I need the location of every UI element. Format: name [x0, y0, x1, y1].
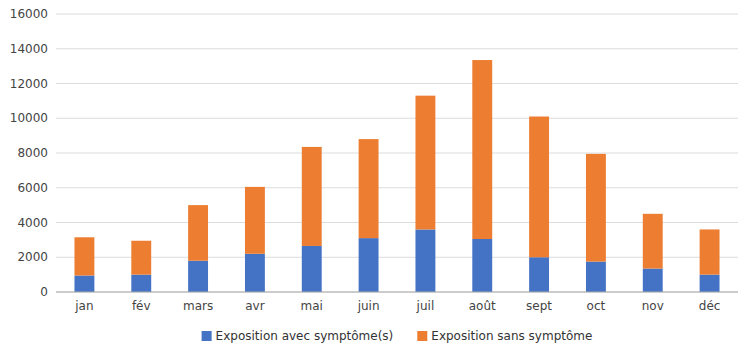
bar [415, 229, 435, 292]
legend: Exposition avec symptôme(s) Exposition sa… [202, 329, 593, 343]
y-tick-label: 2000 [17, 250, 48, 264]
grid-line [56, 14, 738, 15]
grid-line [56, 118, 738, 119]
x-tick-label: fév [132, 299, 151, 313]
grid [56, 14, 738, 292]
bar [643, 214, 663, 269]
y-tick-label: 0 [40, 285, 48, 299]
legend-swatch [202, 331, 212, 341]
bar [586, 154, 606, 262]
bar [245, 254, 265, 292]
x-tick-label: oct [587, 299, 606, 313]
bars [74, 60, 719, 292]
bar [188, 205, 208, 261]
grid-line [56, 222, 738, 223]
legend-label: Exposition avec symptôme(s) [216, 329, 394, 343]
legend-swatch [417, 331, 427, 341]
bar [415, 96, 435, 230]
y-tick-label: 14000 [10, 42, 48, 56]
bar [359, 139, 379, 238]
x-tick-label: déc [699, 299, 721, 313]
y-tick-label: 4000 [17, 216, 48, 230]
chart: 0 2000 4000 6000 8000 10000 12000 14000 16000 jan… [0, 0, 754, 362]
grid-line [56, 83, 738, 84]
bar [472, 239, 492, 292]
y-tick-label: 12000 [10, 77, 48, 91]
bar [74, 275, 94, 292]
bar [529, 117, 549, 258]
x-axis-line [56, 292, 738, 293]
legend-label: Exposition sans symptôme [431, 329, 592, 343]
y-tick-label: 8000 [17, 146, 48, 160]
bar [131, 275, 151, 292]
grid-line [56, 187, 738, 188]
grid-line [56, 48, 738, 49]
x-tick-label: août [469, 299, 496, 313]
bar [245, 187, 265, 254]
bar [188, 261, 208, 292]
bar [472, 60, 492, 239]
x-tick-label: mai [301, 299, 323, 313]
x-tick-label: nov [642, 299, 664, 313]
x-tick-label: jan [74, 299, 93, 313]
bar [700, 275, 720, 292]
grid-line [56, 257, 738, 258]
y-tick-label: 10000 [10, 111, 48, 125]
bar [643, 269, 663, 292]
bar [586, 262, 606, 292]
grid-line [56, 153, 738, 154]
bar [359, 238, 379, 292]
x-tick-label: sept [526, 299, 552, 313]
x-tick-label: avr [245, 299, 264, 313]
bar [302, 246, 322, 292]
x-tick-label: juil [416, 299, 435, 313]
x-tick-label: mars [183, 299, 213, 313]
y-tick-label: 6000 [17, 181, 48, 195]
y-tick-label: 16000 [10, 7, 48, 21]
bar [131, 241, 151, 275]
bar [700, 229, 720, 274]
bar [74, 237, 94, 275]
bar [529, 257, 549, 292]
bar [302, 147, 322, 246]
x-tick-label: juin [357, 299, 380, 313]
grid-line [56, 292, 738, 293]
